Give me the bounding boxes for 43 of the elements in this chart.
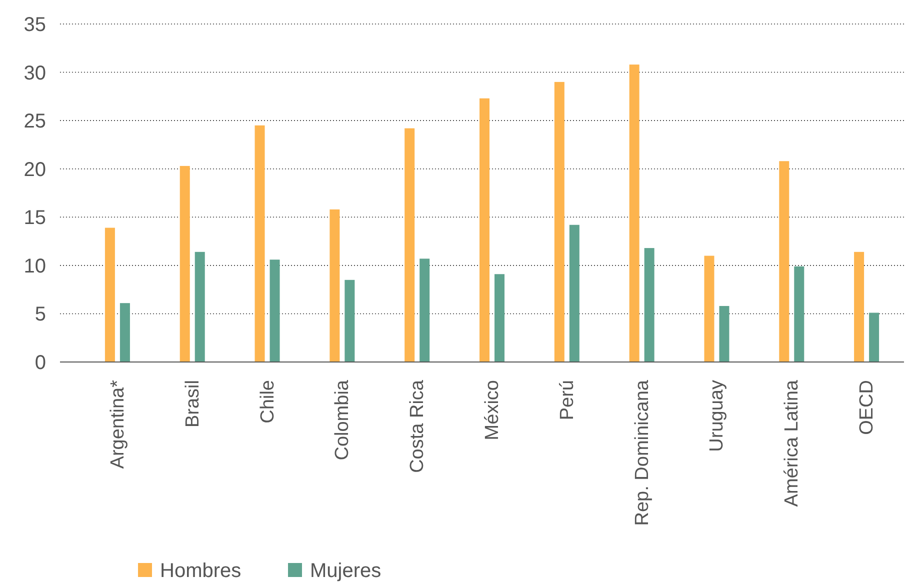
bar <box>494 274 504 362</box>
y-tick-label: 15 <box>24 207 46 230</box>
bar <box>719 306 730 362</box>
x-tick-label: Uruguay <box>706 380 728 452</box>
bar <box>869 312 880 362</box>
bar <box>854 252 864 362</box>
x-tick-label: Perú <box>556 380 578 420</box>
bar <box>569 224 580 362</box>
x-tick-label: OECD <box>856 380 878 435</box>
bar <box>629 64 640 362</box>
bar <box>270 260 280 362</box>
bar <box>180 166 190 362</box>
y-tick-label: 25 <box>24 110 46 133</box>
bar <box>480 98 490 362</box>
bar <box>420 258 430 362</box>
bar <box>254 125 265 362</box>
bar <box>704 256 714 362</box>
y-tick-label: 35 <box>24 14 46 36</box>
bar <box>330 209 340 362</box>
y-tick-label: 0 <box>34 352 46 374</box>
x-tick-label: América Latina <box>782 380 803 507</box>
x-tick-label: Colombia <box>332 380 354 460</box>
y-tick-label: 20 <box>24 158 46 181</box>
bar <box>554 82 564 362</box>
y-tick-label: 10 <box>24 255 46 278</box>
x-tick-label: México <box>482 380 503 440</box>
bar <box>644 248 654 362</box>
y-tick-label: 5 <box>34 304 46 326</box>
bar <box>120 303 130 362</box>
legend-label: Hombres <box>160 560 242 582</box>
x-tick-label: Argentina* <box>107 379 128 469</box>
y-tick-label: 30 <box>24 62 46 84</box>
x-tick-label: Costa Rica <box>407 380 428 473</box>
bar <box>344 280 355 362</box>
x-tick-label: Chile <box>257 380 278 424</box>
bar <box>794 266 804 362</box>
bar <box>404 128 415 362</box>
x-tick-label: Rep. Dominicana <box>632 380 653 526</box>
bar <box>104 228 115 362</box>
legend-label: Mujeres <box>310 560 382 582</box>
x-tick-label: Brasil <box>182 380 204 428</box>
bar <box>194 252 205 362</box>
bar <box>779 161 790 362</box>
